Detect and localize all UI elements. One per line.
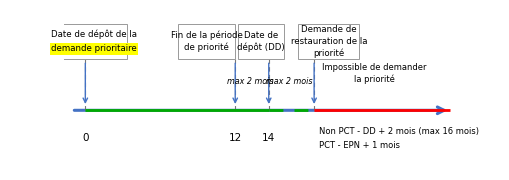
Text: Demande de
restauration de la
priorité: Demande de restauration de la priorité	[291, 25, 367, 58]
Text: PCT - EPN + 1 mois: PCT - EPN + 1 mois	[319, 141, 400, 150]
Text: 14: 14	[262, 133, 275, 143]
Text: Date de dépôt de la: Date de dépôt de la	[51, 29, 137, 39]
Text: Non PCT - DD + 2 mois (max 16 mois): Non PCT - DD + 2 mois (max 16 mois)	[319, 127, 479, 136]
FancyBboxPatch shape	[298, 24, 359, 59]
FancyBboxPatch shape	[178, 24, 235, 59]
Text: Impossible de demander
la priorité: Impossible de demander la priorité	[322, 63, 427, 84]
FancyBboxPatch shape	[238, 24, 284, 59]
Text: max 2 mois: max 2 mois	[266, 77, 313, 86]
Text: 12: 12	[229, 133, 242, 143]
Text: demande prioritaire: demande prioritaire	[51, 44, 137, 53]
Text: max 2 mois: max 2 mois	[227, 77, 273, 86]
FancyBboxPatch shape	[62, 24, 127, 59]
Text: 0: 0	[82, 133, 89, 143]
Text: Date de
dépôt (DD): Date de dépôt (DD)	[237, 31, 285, 52]
Text: Fin de la période
de priorité: Fin de la période de priorité	[171, 30, 243, 52]
